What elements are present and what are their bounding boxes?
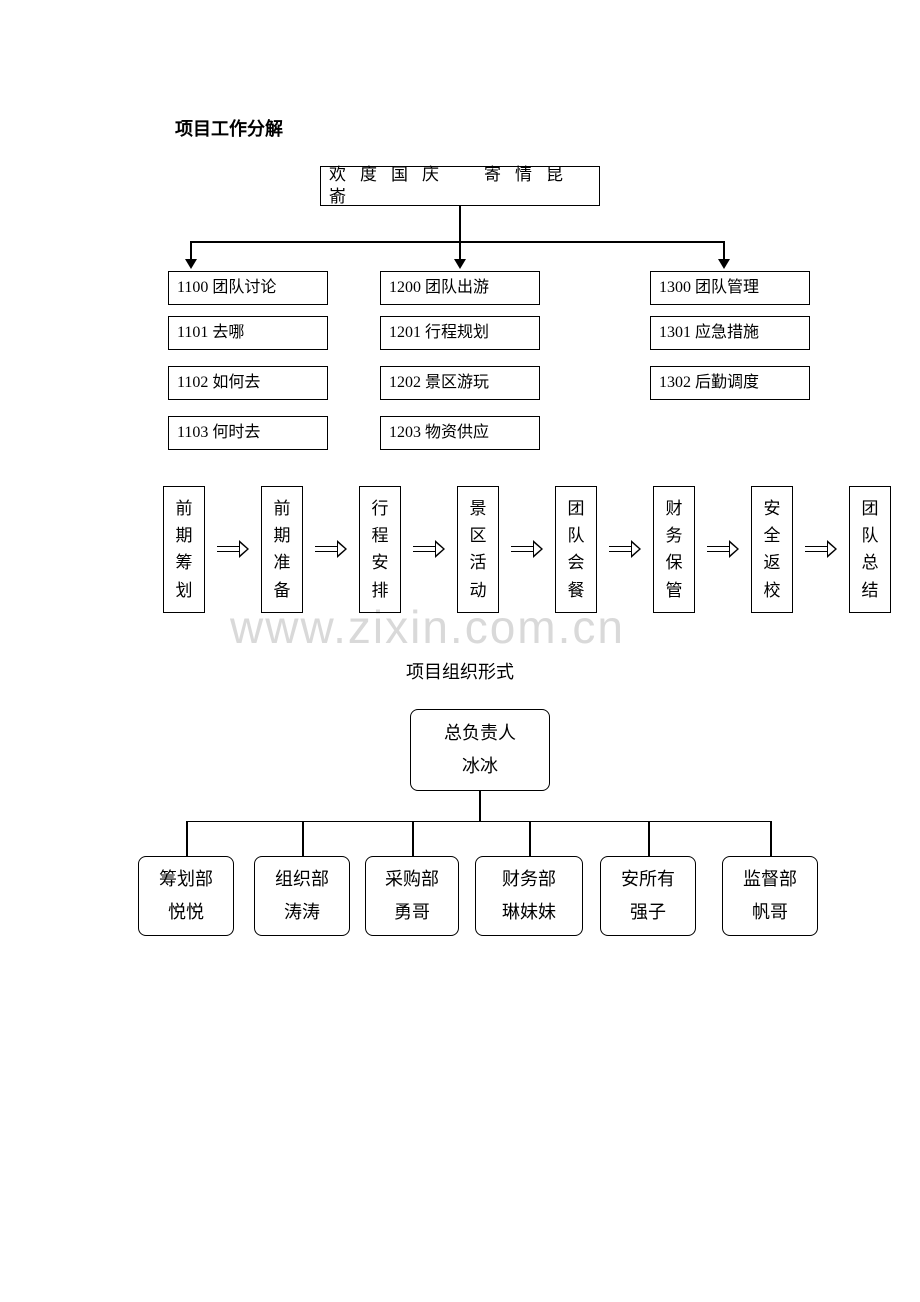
org-connector <box>186 821 188 856</box>
org-dept-name: 涛涛 <box>255 896 349 928</box>
section-title-wbs: 项目工作分解 <box>175 115 920 141</box>
wbs-connector <box>723 241 725 261</box>
flow-arrow-icon <box>413 542 445 556</box>
org-dept: 采购部勇哥 <box>365 856 459 936</box>
wbs-connector <box>459 206 461 241</box>
org-dept: 组织部涛涛 <box>254 856 350 936</box>
process-flow: 前 期 筹 划前 期 准 备行 程 安 排景 区 活 动团 队 会 餐财 务 保… <box>163 486 920 613</box>
wbs-connector <box>190 241 724 243</box>
arrow-down-icon <box>718 259 730 269</box>
wbs-connector <box>190 241 192 261</box>
flow-arrow-icon <box>805 542 837 556</box>
arrow-down-icon <box>454 259 466 269</box>
flow-step: 行 程 安 排 <box>359 486 401 613</box>
org-connector <box>479 791 481 821</box>
org-connector <box>529 821 531 856</box>
wbs-column-header: 1300 团队管理 <box>650 271 810 305</box>
wbs-item: 1102 如何去 <box>168 366 328 400</box>
flow-step: 财 务 保 管 <box>653 486 695 613</box>
org-connector <box>770 821 772 856</box>
flow-step: 安 全 返 校 <box>751 486 793 613</box>
org-connector <box>648 821 650 856</box>
wbs-item: 1101 去哪 <box>168 316 328 350</box>
wbs-column-header: 1200 团队出游 <box>380 271 540 305</box>
org-connector <box>186 821 771 823</box>
org-dept-title: 组织部 <box>255 863 349 895</box>
flow-step: 前 期 准 备 <box>261 486 303 613</box>
org-dept-name: 勇哥 <box>366 896 458 928</box>
flow-arrow-icon <box>217 542 249 556</box>
org-dept-name: 琳妹妹 <box>476 896 582 928</box>
flow-step: 团 队 总 结 <box>849 486 891 613</box>
org-dept: 监督部帆哥 <box>722 856 818 936</box>
arrow-down-icon <box>185 259 197 269</box>
flow-step: 景 区 活 动 <box>457 486 499 613</box>
flow-arrow-icon <box>315 542 347 556</box>
wbs-diagram: 欢度国庆 寄情昆嵛 1100 团队讨论 1101 去哪 1102 如何去 1103 何… <box>160 166 860 476</box>
org-dept-name: 强子 <box>601 896 695 928</box>
org-dept-title: 监督部 <box>723 863 817 895</box>
org-dept-name: 帆哥 <box>723 896 817 928</box>
flow-arrow-icon <box>707 542 739 556</box>
flow-arrow-icon <box>511 542 543 556</box>
wbs-item: 1301 应急措施 <box>650 316 810 350</box>
org-leader-title: 总负责人 <box>411 717 549 749</box>
org-dept: 筹划部悦悦 <box>138 856 234 936</box>
org-chart: 总负责人 冰冰 筹划部悦悦组织部涛涛采购部勇哥财务部琳妹妹安所有强子监督部帆哥 <box>130 709 830 989</box>
wbs-item: 1302 后勤调度 <box>650 366 810 400</box>
wbs-connector <box>459 241 461 261</box>
wbs-root: 欢度国庆 寄情昆嵛 <box>320 166 600 206</box>
flow-step: 前 期 筹 划 <box>163 486 205 613</box>
wbs-column-header: 1100 团队讨论 <box>168 271 328 305</box>
org-leader: 总负责人 冰冰 <box>410 709 550 791</box>
org-leader-name: 冰冰 <box>411 750 549 782</box>
org-dept-name: 悦悦 <box>139 896 233 928</box>
flow-arrow-icon <box>609 542 641 556</box>
org-dept-title: 采购部 <box>366 863 458 895</box>
org-connector <box>302 821 304 856</box>
section-title-org: 项目组织形式 <box>0 658 920 684</box>
org-dept-title: 筹划部 <box>139 863 233 895</box>
wbs-item: 1202 景区游玩 <box>380 366 540 400</box>
flow-step: 团 队 会 餐 <box>555 486 597 613</box>
org-dept-title: 财务部 <box>476 863 582 895</box>
wbs-item: 1203 物资供应 <box>380 416 540 450</box>
org-dept-title: 安所有 <box>601 863 695 895</box>
org-dept: 安所有强子 <box>600 856 696 936</box>
org-connector <box>412 821 414 856</box>
org-dept: 财务部琳妹妹 <box>475 856 583 936</box>
wbs-item: 1103 何时去 <box>168 416 328 450</box>
wbs-item: 1201 行程规划 <box>380 316 540 350</box>
